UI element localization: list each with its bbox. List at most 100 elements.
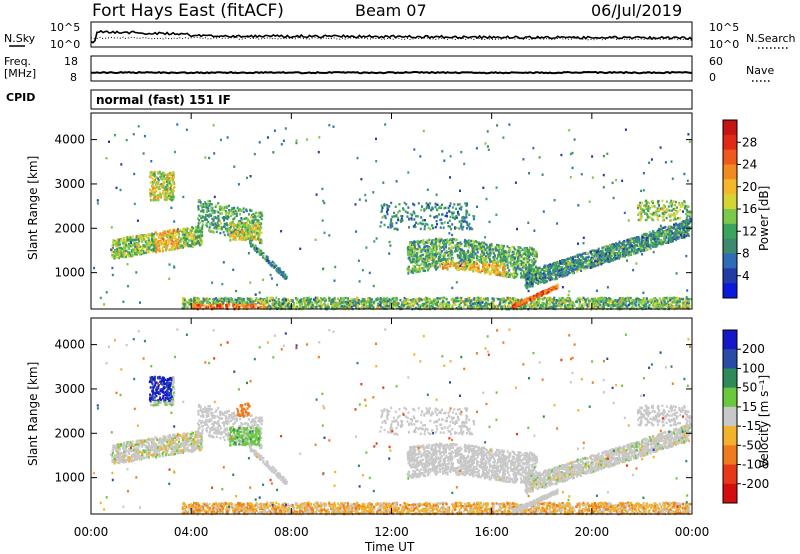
echo-cell [209, 202, 212, 206]
echo-cell [396, 303, 399, 306]
echo-cell [256, 220, 259, 223]
echo-cell [295, 301, 298, 305]
echo-cell [224, 216, 227, 219]
echo-cell [418, 305, 420, 308]
echo-cell [398, 209, 401, 213]
echo-cell [555, 299, 558, 302]
echo-cell [203, 298, 206, 301]
echo-cell [205, 299, 208, 302]
echo-cell [362, 298, 365, 302]
echo-cell [655, 305, 658, 309]
echo-cell [215, 225, 218, 228]
echo-cell [460, 243, 463, 246]
echo-cell [223, 219, 226, 222]
echo-cell [170, 172, 173, 175]
echo-cell [138, 235, 141, 239]
echo-cell [147, 245, 150, 249]
echo-cell [187, 244, 190, 248]
echo-cell [265, 302, 268, 305]
echo-cell [451, 264, 454, 267]
echo-cell [436, 215, 438, 218]
echo-cell [647, 306, 650, 310]
echo-cell [614, 299, 617, 302]
echo-cell [219, 212, 222, 216]
echo-cell [652, 305, 655, 308]
echo-cell [513, 300, 515, 303]
echo-cell [121, 255, 124, 258]
echo-cell [247, 217, 250, 221]
echo-cell [376, 297, 379, 300]
echo-cell [259, 297, 262, 300]
echo-cell [171, 188, 174, 192]
echo-cell [131, 238, 134, 242]
echo-cell [120, 246, 123, 250]
echo-cell [645, 299, 648, 302]
echo-cell [170, 183, 173, 186]
echo-cell [563, 300, 566, 303]
echo-cell [226, 215, 229, 218]
echo-cell [177, 238, 179, 241]
echo-cell [413, 247, 416, 250]
echo-cell [300, 304, 303, 307]
echo-cell [258, 221, 261, 225]
echo-cell [159, 184, 162, 188]
echo-cell [249, 302, 252, 305]
echo-cell [595, 299, 598, 303]
echo-cell [583, 302, 586, 306]
echo-cell [208, 229, 210, 232]
echo-cell [220, 297, 223, 300]
echo-cell [242, 298, 245, 301]
echo-cell [250, 303, 253, 307]
echo-cell [154, 242, 157, 246]
echo-cell [390, 201, 393, 205]
echo-cell [603, 296, 606, 300]
echo-cell [310, 303, 312, 306]
echo-cell [396, 302, 399, 305]
nsky-panel [90, 21, 693, 48]
echo-cell [161, 175, 164, 178]
echo-cell [669, 303, 672, 306]
echo-cell [430, 300, 433, 303]
echo-cell [259, 301, 262, 304]
echo-cell [152, 193, 155, 196]
echo-cell [598, 298, 601, 302]
echo-cell [475, 269, 478, 272]
echo-cell [434, 226, 437, 229]
echo-cell [304, 303, 307, 307]
echo-cell [151, 238, 153, 241]
echo-cell [307, 305, 310, 308]
echo-cell [455, 300, 458, 303]
echo-cell [357, 301, 360, 305]
echo-cell [401, 304, 404, 307]
echo-cell [256, 223, 259, 226]
echo-cell [186, 237, 189, 240]
echo-cell [247, 298, 250, 301]
echo-cell [280, 305, 283, 308]
echo-cell [137, 242, 140, 245]
echo-cell [149, 241, 152, 244]
echo-cell [213, 211, 216, 214]
echo-cell [483, 263, 486, 267]
echo-cell [258, 305, 261, 309]
echo-cell [130, 237, 133, 240]
echo-cell [202, 216, 205, 219]
echo-cell [269, 296, 272, 300]
echo-cell [420, 304, 422, 307]
echo-cell [388, 298, 391, 302]
echo-cell [214, 205, 217, 209]
echo-cell [479, 299, 482, 302]
echo-cell [517, 248, 520, 251]
echo-cell [680, 297, 683, 301]
echo-cell [113, 252, 116, 256]
echo-cell [610, 300, 612, 304]
echo-cell [149, 245, 152, 248]
echo-cell [273, 299, 276, 302]
echo-cell [479, 301, 482, 305]
echo-cell [171, 247, 173, 250]
echo-cell [455, 207, 458, 210]
echo-cell [586, 305, 589, 308]
echo-cell [477, 307, 480, 310]
echo-cell [229, 239, 232, 242]
echo-cell [145, 234, 148, 237]
echo-cell [636, 297, 639, 300]
